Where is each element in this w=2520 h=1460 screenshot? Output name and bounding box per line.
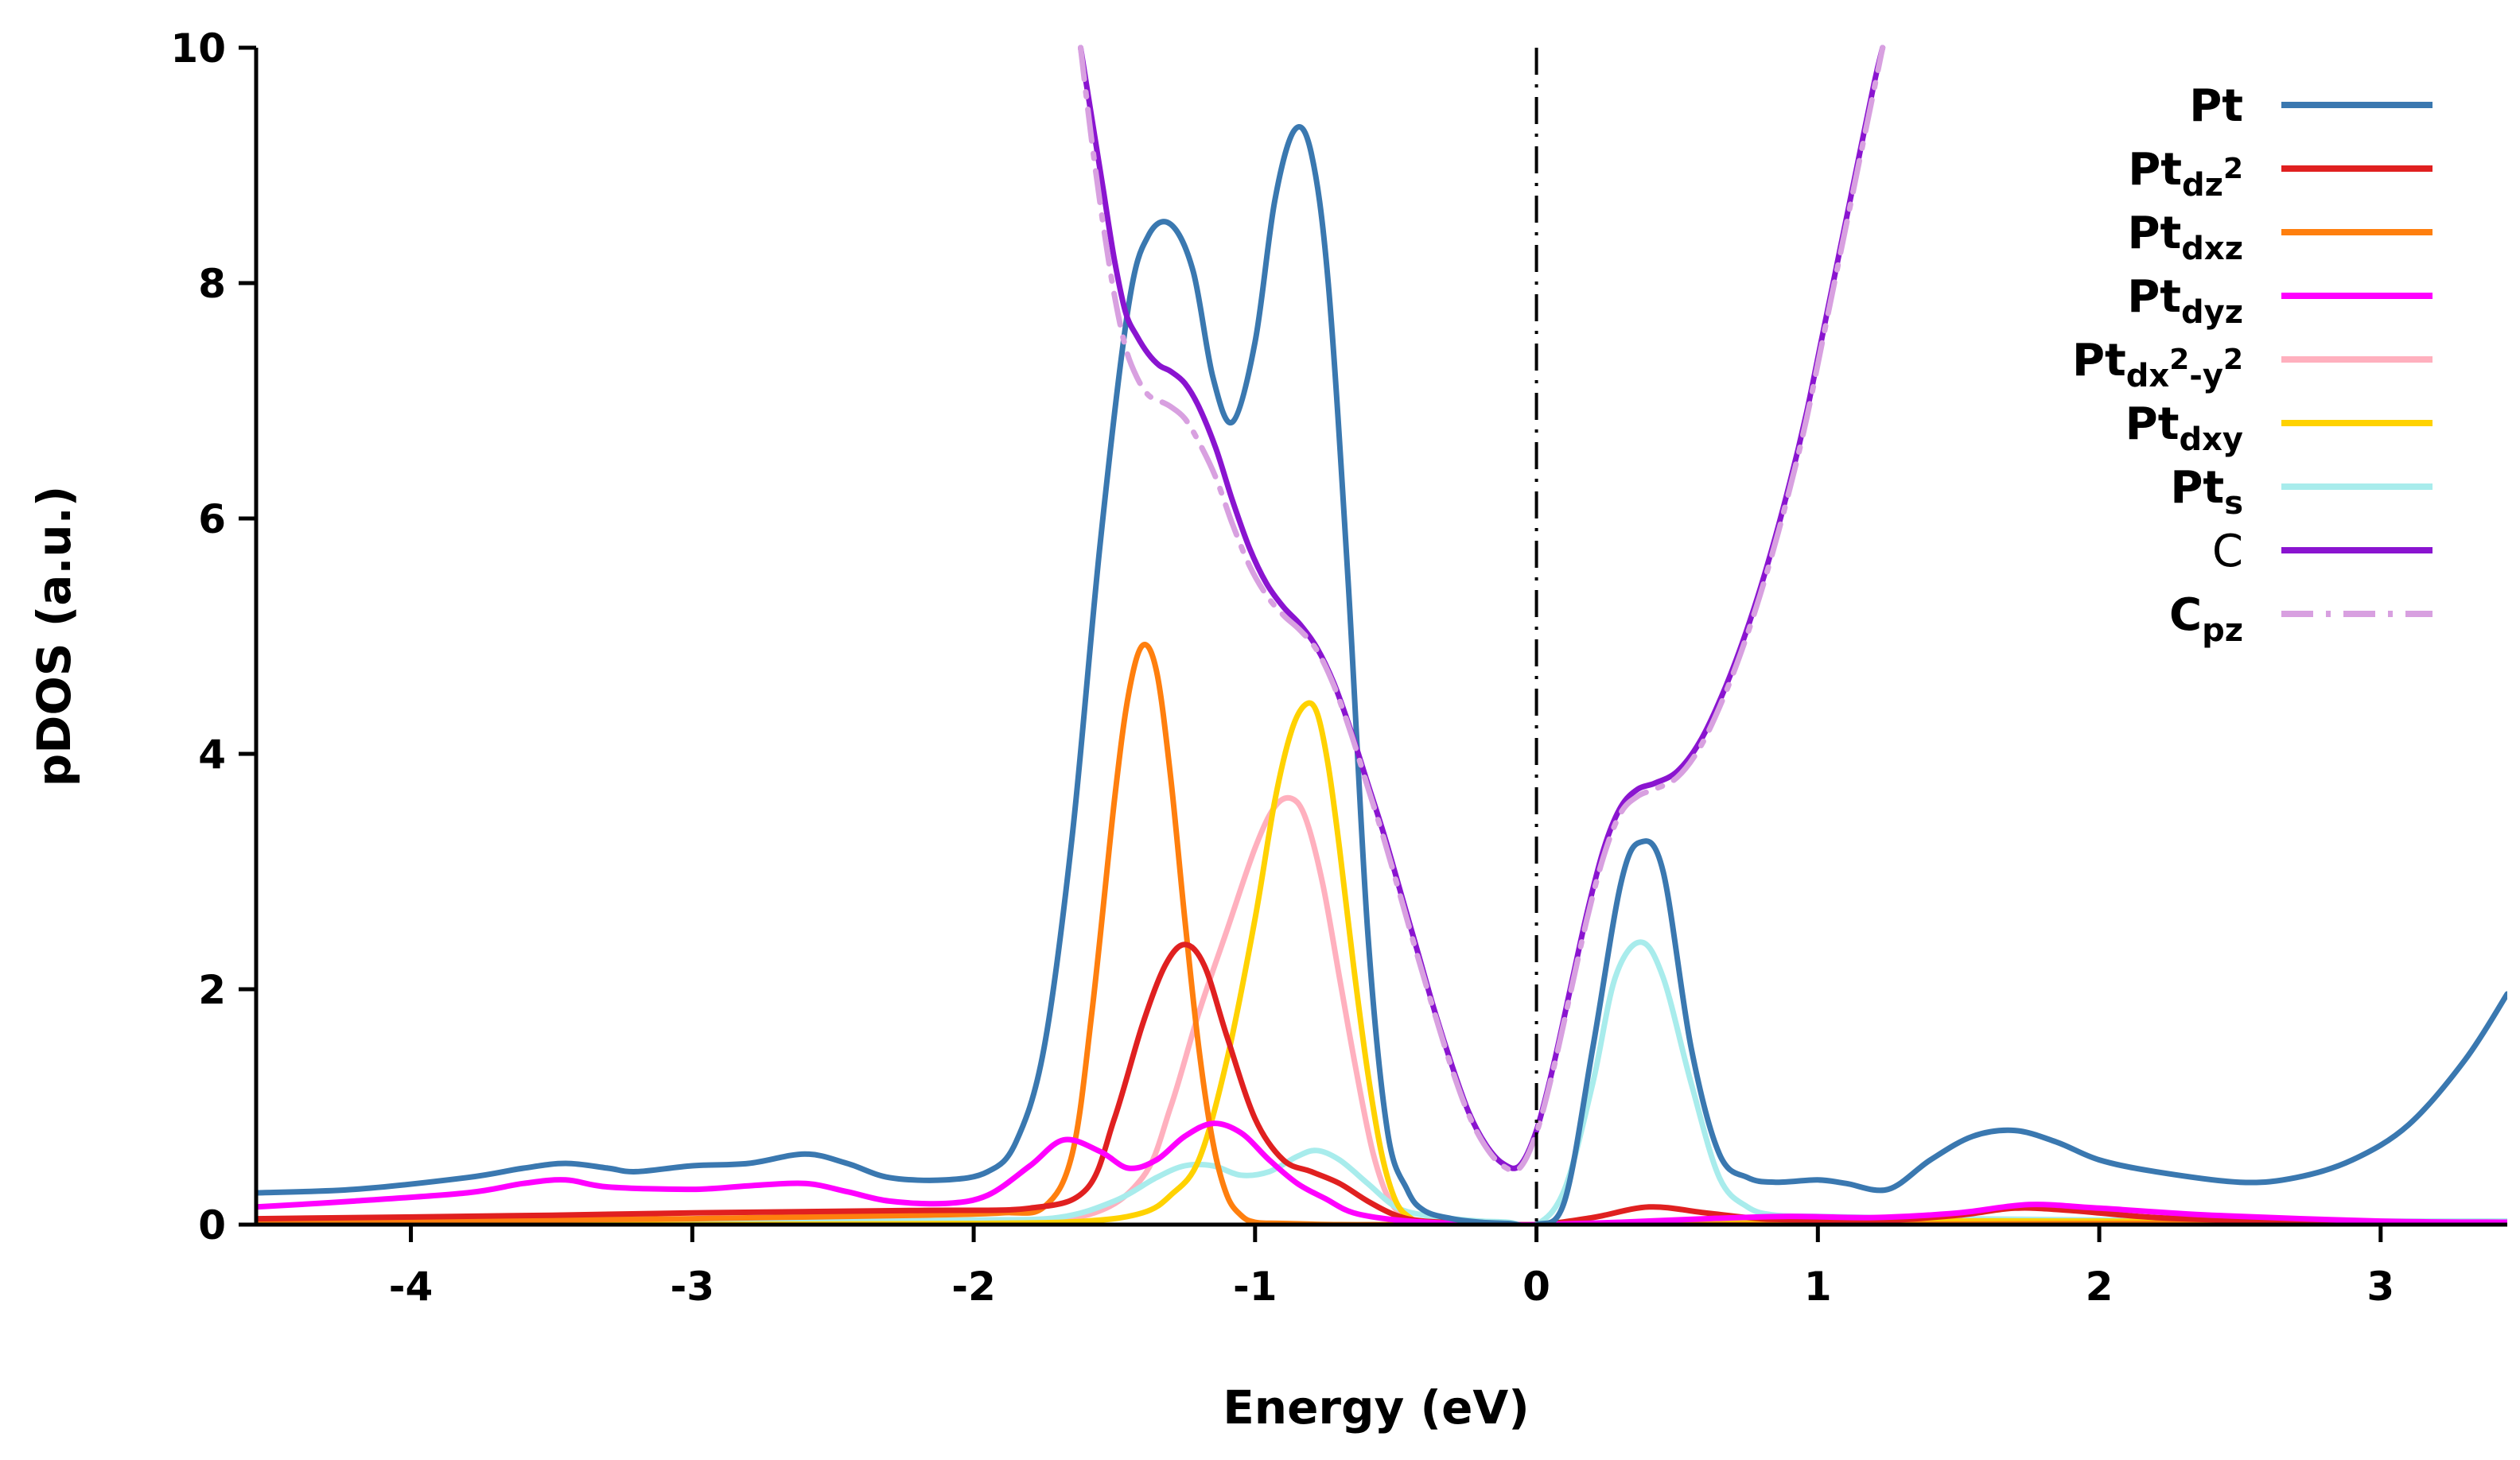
legend-label: Ptdyz (2127, 271, 2243, 331)
axes (254, 48, 2507, 1227)
y-tick-label: 2 (198, 967, 226, 1013)
legend-label: Ptdx2-y2 (2072, 335, 2243, 394)
x-tick-label: 0 (1522, 1264, 1550, 1310)
x-tick-label: 3 (2366, 1264, 2394, 1310)
series-line-pt-dx2-y2 (256, 794, 2507, 1225)
x-tick-label: -2 (951, 1264, 996, 1310)
x-tick-label: 1 (1804, 1264, 1832, 1310)
series-line-pt-dxz (256, 642, 2507, 1225)
y-tick-label: 6 (198, 496, 226, 542)
legend-label: Pts (2170, 462, 2243, 522)
y-tick-label: 10 (170, 25, 226, 72)
y-tick-label: 4 (198, 732, 226, 778)
legend-item-c: C (2212, 526, 2432, 577)
y-axis-title: pDOS (a.u.) (27, 486, 81, 786)
legend-item-pt-dx2-y2: Ptdx2-y2 (2072, 335, 2432, 394)
x-tick-label: 2 (2086, 1264, 2114, 1310)
legend-label: Ptdxz (2127, 208, 2243, 267)
y-tick-label: 0 (198, 1202, 226, 1248)
legend-label: C (2212, 526, 2243, 577)
legend-label: Ptdxy (2125, 398, 2243, 458)
legend-item-pt: Pt (2189, 80, 2432, 132)
legend-item-pt-dxy: Ptdxy (2125, 398, 2432, 458)
series-layer (256, 45, 2507, 1225)
ticks: -4 -3 -2 -1 0 1 2 3 0 2 4 6 8 10 (170, 25, 2394, 1310)
series-line-pt-dxy (256, 700, 2507, 1225)
legend-item-pt-s: Pts (2170, 462, 2432, 522)
legend-label: Pt (2189, 80, 2243, 132)
series-line-pt-dyz (256, 1120, 2507, 1225)
legend-item-pt-dxz: Ptdxz (2127, 208, 2432, 267)
series-line-c-pz (1078, 45, 1886, 1174)
x-tick-label: -1 (1233, 1264, 1278, 1310)
x-tick-label: -3 (671, 1264, 715, 1310)
x-axis-title: Energy (eV) (1223, 1380, 1530, 1435)
x-tick-label: -4 (389, 1264, 434, 1310)
legend-item-pt-dz2: Ptdz2 (2128, 144, 2432, 204)
legend-label: Cpz (2169, 589, 2243, 649)
legend-label: Ptdz2 (2128, 144, 2243, 204)
y-tick-label: 8 (198, 261, 226, 307)
series-line-pt (256, 124, 2507, 1225)
legend-item-pt-dyz: Ptdyz (2127, 271, 2432, 331)
legend-item-c-pz: Cpz (2169, 589, 2432, 649)
